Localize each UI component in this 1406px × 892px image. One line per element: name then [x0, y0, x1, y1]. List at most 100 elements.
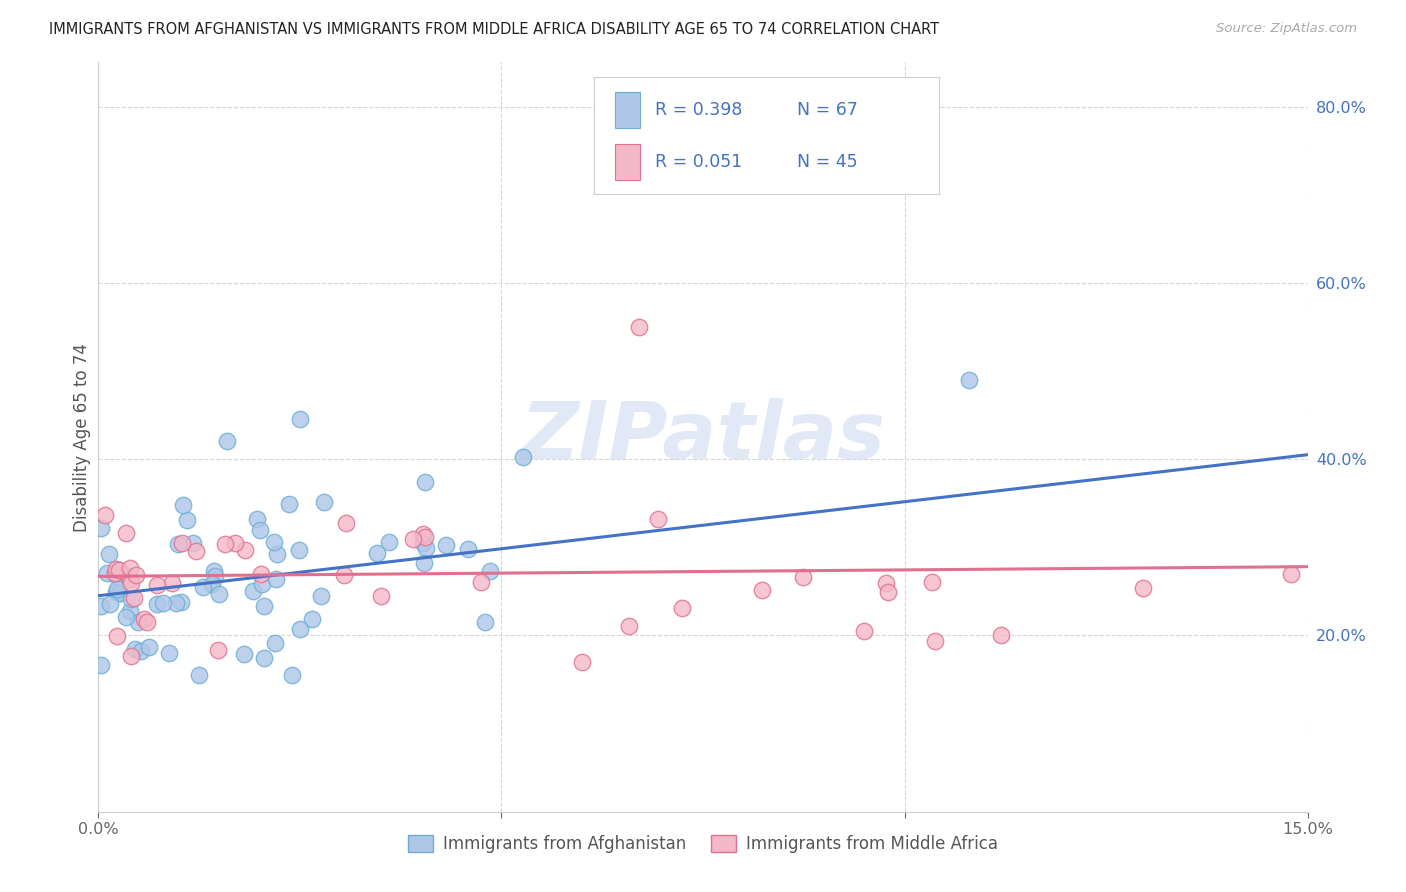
Point [118, 560, 141, 574]
Point [233, 542, 256, 557]
Point [105, 562, 128, 576]
Point [129, 644, 152, 658]
Point [877, 585, 900, 599]
Point [172, 499, 194, 513]
Legend: Immigrants from Afghanistan, Immigrants from Middle Africa: Immigrants from Afghanistan, Immigrants … [401, 828, 1005, 860]
Point [152, 596, 174, 610]
Text: ZIPatlas: ZIPatlas [520, 398, 886, 476]
Point [214, 537, 236, 551]
Point [108, 564, 131, 578]
Point [853, 624, 876, 638]
Point [415, 541, 437, 555]
Point [1281, 566, 1303, 581]
Point [478, 564, 501, 578]
Point [512, 450, 534, 464]
Point [114, 610, 136, 624]
Point [165, 596, 187, 610]
Point [412, 535, 434, 549]
Point [402, 532, 425, 546]
Point [647, 512, 669, 526]
Point [281, 668, 304, 682]
Point [288, 412, 311, 426]
Point [90, 658, 112, 673]
Point [105, 585, 128, 599]
Point [264, 572, 287, 586]
Point [202, 565, 225, 579]
Text: R = 0.051: R = 0.051 [655, 153, 742, 171]
Point [124, 642, 146, 657]
Point [232, 648, 254, 662]
Point [377, 535, 399, 549]
Point [120, 576, 142, 591]
Point [266, 547, 288, 561]
Point [415, 475, 437, 489]
Point [160, 575, 183, 590]
Point [138, 640, 160, 655]
Point [170, 595, 193, 609]
Point [176, 513, 198, 527]
Point [370, 589, 392, 603]
Point [105, 582, 128, 596]
Point [122, 591, 145, 606]
Point [118, 572, 141, 586]
Point [224, 536, 246, 550]
Point [335, 516, 357, 530]
Point [204, 569, 226, 583]
Point [217, 434, 239, 449]
Point [98, 597, 121, 611]
Point [167, 537, 190, 551]
Point [751, 582, 773, 597]
Point [120, 648, 142, 663]
Point [157, 646, 180, 660]
Point [132, 612, 155, 626]
Point [627, 319, 650, 334]
Point [263, 636, 285, 650]
Text: IMMIGRANTS FROM AFGHANISTAN VS IMMIGRANTS FROM MIDDLE AFRICA DISABILITY AGE 65 T: IMMIGRANTS FROM AFGHANISTAN VS IMMIGRANT… [49, 22, 939, 37]
Point [474, 615, 496, 629]
FancyBboxPatch shape [614, 92, 640, 128]
Point [924, 634, 946, 648]
Point [412, 526, 434, 541]
Point [671, 601, 693, 615]
Point [921, 575, 943, 590]
Point [98, 547, 121, 561]
Point [125, 568, 148, 582]
Point [114, 526, 136, 541]
Point [108, 586, 131, 600]
Point [253, 599, 276, 614]
Point [145, 578, 167, 592]
Text: R = 0.398: R = 0.398 [655, 101, 742, 119]
Point [201, 577, 224, 591]
Point [242, 583, 264, 598]
Text: Source: ZipAtlas.com: Source: ZipAtlas.com [1216, 22, 1357, 36]
Point [249, 523, 271, 537]
Point [207, 643, 229, 657]
Point [957, 373, 980, 387]
Point [181, 536, 204, 550]
Point [252, 651, 274, 665]
Point [94, 508, 117, 522]
Point [105, 629, 128, 643]
Point [288, 542, 311, 557]
Point [457, 541, 479, 556]
Point [434, 538, 457, 552]
Point [412, 556, 434, 570]
Point [333, 567, 356, 582]
FancyBboxPatch shape [614, 145, 640, 180]
Point [96, 566, 118, 580]
Point [90, 521, 112, 535]
Point [118, 603, 141, 617]
Point [277, 496, 299, 510]
Point [103, 566, 125, 581]
Point [188, 667, 211, 681]
Point [208, 587, 231, 601]
Point [314, 495, 336, 509]
Point [170, 535, 193, 549]
Point [136, 615, 159, 630]
Point [127, 615, 149, 630]
Point [193, 580, 215, 594]
Y-axis label: Disability Age 65 to 74: Disability Age 65 to 74 [73, 343, 91, 532]
Point [120, 591, 142, 606]
Point [186, 544, 208, 558]
Point [104, 566, 127, 580]
